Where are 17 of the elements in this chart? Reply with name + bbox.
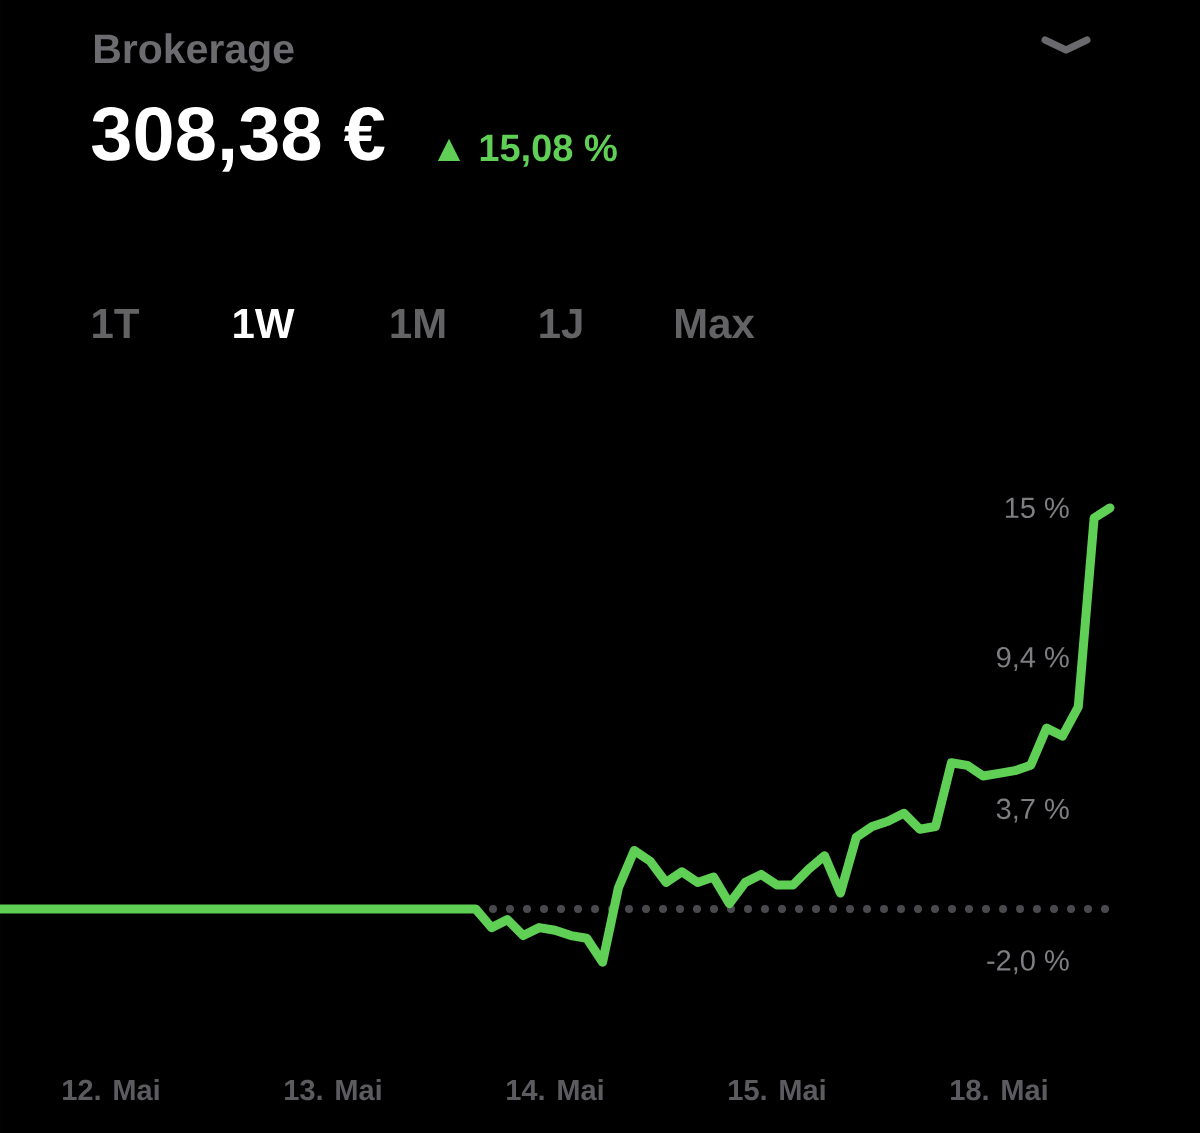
text: ▲ 15,08 % bbox=[437, 134, 617, 167]
text: 1M bbox=[391, 309, 445, 338]
chart-subtitle: 308,38 € bbox=[91, 106, 385, 172]
chart-title: Brokerage bbox=[94, 33, 294, 72]
x-tick-label: 13. Mai bbox=[285, 1078, 381, 1101]
y-tick-label: 15 % bbox=[1005, 497, 1069, 519]
y-tick-label: -2,0 % bbox=[987, 950, 1069, 975]
x-tick-label: 14. Mai bbox=[507, 1078, 603, 1101]
text: 1W bbox=[234, 309, 295, 338]
y-tick-label: 9,4 % bbox=[997, 646, 1069, 671]
text: 1J bbox=[540, 309, 582, 339]
y-tick-label: 3,7 % bbox=[996, 798, 1069, 823]
text: 1T bbox=[93, 309, 140, 338]
text: Max bbox=[675, 309, 755, 339]
x-tick-label: 12. Mai bbox=[63, 1078, 159, 1101]
x-tick-label: 15. Mai bbox=[729, 1078, 825, 1101]
x-tick-label: 18. Mai bbox=[951, 1078, 1047, 1101]
